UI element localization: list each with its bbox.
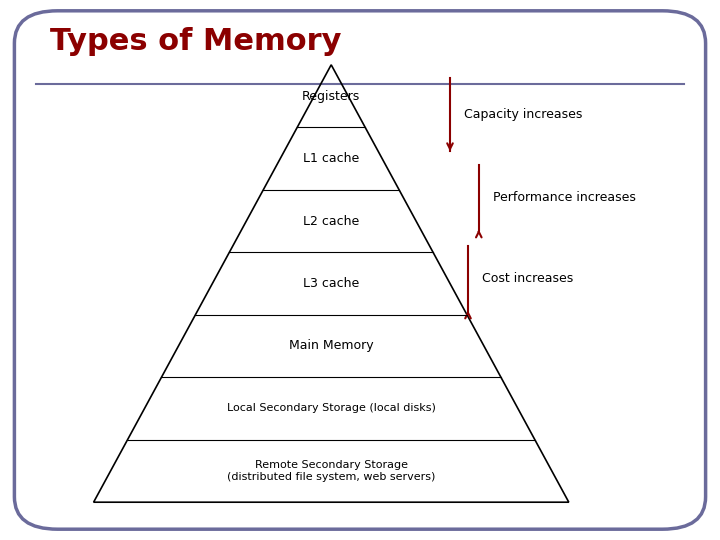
Text: Main Memory: Main Memory — [289, 340, 374, 353]
Text: Capacity increases: Capacity increases — [464, 108, 582, 122]
Text: Types of Memory: Types of Memory — [50, 27, 342, 56]
Text: Remote Secondary Storage
(distributed file system, web servers): Remote Secondary Storage (distributed fi… — [227, 460, 436, 482]
Text: Performance increases: Performance increases — [493, 191, 636, 204]
Text: Local Secondary Storage (local disks): Local Secondary Storage (local disks) — [227, 403, 436, 414]
Text: Cost increases: Cost increases — [482, 272, 574, 285]
Text: L3 cache: L3 cache — [303, 277, 359, 290]
Text: Registers: Registers — [302, 90, 360, 103]
Text: L1 cache: L1 cache — [303, 152, 359, 165]
FancyBboxPatch shape — [14, 11, 706, 529]
Text: L2 cache: L2 cache — [303, 214, 359, 227]
